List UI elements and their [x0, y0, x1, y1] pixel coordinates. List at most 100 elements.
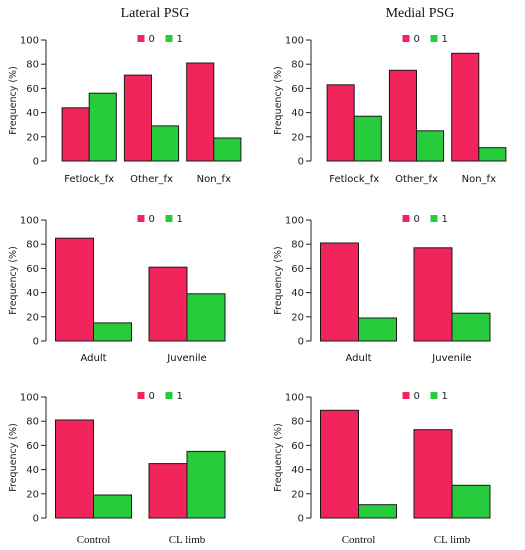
bar-other-fx-series-0 [123, 74, 153, 162]
y-tick-label: 20 [26, 489, 39, 500]
y-tick-label: 0 [33, 337, 39, 348]
y-tick-label: 100 [285, 393, 304, 404]
category-label: Adult [80, 353, 106, 364]
legend-swatch-series-0 [137, 35, 145, 42]
bar-fetlock-fx-series-0 [61, 107, 90, 162]
y-tick-label: 80 [26, 417, 39, 428]
legend-swatch-series-1 [165, 215, 173, 222]
y-tick-label: 0 [298, 514, 304, 525]
category-label: Non_fx [197, 174, 231, 185]
y-tick-label: 60 [291, 441, 304, 452]
y-tick-label: 80 [291, 60, 304, 71]
bar-adult-series-0 [55, 237, 94, 342]
category-label: Fetlock_fx [329, 174, 379, 185]
y-tick-label: 20 [291, 132, 304, 143]
legend-label-series-1: 1 [177, 34, 183, 45]
panel-lateral-age: 0 20 40 60 80 100 Frequency (%) Adult Juvenile 0 1 [8, 214, 226, 364]
bar-fetlock-fx-series-1 [88, 92, 117, 162]
legend-label-series-0: 0 [414, 34, 420, 45]
legend-label-series-0: 0 [149, 214, 155, 225]
bar-juvenile-series-1 [451, 312, 491, 342]
panel-medial-fracture: 0 20 40 60 80 100 Frequency (%) Fetlock_fx Other… [273, 34, 507, 185]
category-label: Juvenile [166, 353, 206, 364]
bar-control-series-1 [93, 494, 132, 519]
y-tick-label: 0 [33, 514, 39, 525]
category-label: CL limb [169, 534, 206, 546]
legend-swatch-series-0 [137, 392, 145, 399]
bar-juvenile-series-0 [413, 247, 453, 342]
bar-juvenile-series-0 [148, 266, 188, 342]
bar-cl-limb-series-0 [148, 463, 188, 519]
bar-cl-limb-series-1 [186, 450, 226, 519]
legend-swatch-series-0 [402, 215, 410, 222]
bar-adult-series-0 [320, 242, 359, 342]
y-tick-label: 20 [291, 489, 304, 500]
bar-control-series-0 [320, 409, 359, 519]
y-tick-label: 100 [20, 36, 39, 47]
y-tick-label: 0 [298, 337, 304, 348]
y-tick-label: 60 [26, 84, 39, 95]
category-label: CL limb [434, 534, 471, 546]
category-label: Fetlock_fx [64, 174, 114, 185]
y-tick-label: 20 [26, 132, 39, 143]
bar-other-fx-series-0 [388, 69, 417, 162]
y-tick-label: 80 [291, 417, 304, 428]
bar-control-series-0 [55, 419, 94, 519]
bar-cl-limb-series-0 [413, 429, 453, 519]
bar-other-fx-series-1 [416, 130, 445, 162]
legend-swatch-series-1 [165, 35, 173, 42]
bar-other-fx-series-1 [151, 125, 180, 162]
legend-label-series-0: 0 [149, 391, 155, 402]
panel-medial-limb: 0 20 40 60 80 100 Frequency (%) Control CL limb 0… [273, 391, 491, 546]
bar-cl-limb-series-1 [451, 484, 491, 519]
category-label: Juvenile [431, 353, 471, 364]
y-tick-label: 100 [285, 216, 304, 227]
y-tick-label: 100 [20, 216, 39, 227]
y-tick-label: 40 [291, 108, 304, 119]
bar-non-fx-series-0 [186, 62, 215, 162]
y-tick-label: 60 [26, 441, 39, 452]
category-label: Other_fx [395, 174, 438, 185]
legend-swatch-series-1 [430, 35, 438, 42]
legend-label-series-1: 1 [177, 214, 183, 225]
y-axis-label: Frequency (%) [8, 246, 19, 315]
y-tick-label: 20 [26, 312, 39, 323]
category-label: Control [77, 534, 111, 546]
y-tick-label: 40 [26, 465, 39, 476]
y-tick-label: 0 [298, 157, 304, 168]
y-axis-label: Frequency (%) [8, 66, 19, 135]
bar-non-fx-series-0 [451, 52, 480, 162]
category-label: Non_fx [462, 174, 496, 185]
legend-swatch-series-0 [402, 35, 410, 42]
legend-swatch-series-1 [165, 392, 173, 399]
y-tick-label: 60 [26, 264, 39, 275]
bar-fetlock-fx-series-1 [353, 115, 382, 162]
panel-medial-age: 0 20 40 60 80 100 Frequency (%) Adult Juvenile 0 1 [273, 214, 491, 364]
bar-adult-series-1 [358, 317, 397, 342]
category-label: Other_fx [130, 174, 173, 185]
legend-label-series-0: 0 [414, 391, 420, 402]
bar-adult-series-1 [93, 322, 132, 342]
bar-non-fx-series-1 [213, 137, 242, 162]
panel-lateral-fracture: 0 20 40 60 80 100 Frequency (%) Fetlock_fx Other… [8, 34, 242, 185]
legend-swatch-series-0 [137, 215, 145, 222]
legend-label-series-1: 1 [177, 391, 183, 402]
legend-swatch-series-1 [430, 392, 438, 399]
y-tick-label: 100 [285, 36, 304, 47]
panel-lateral-limb: 0 20 40 60 80 100 Frequency (%) Control CL limb 0… [8, 391, 226, 546]
y-axis-label: Frequency (%) [8, 423, 19, 492]
y-tick-label: 20 [291, 312, 304, 323]
bar-non-fx-series-1 [478, 147, 507, 162]
category-label: Adult [345, 353, 371, 364]
legend-label-series-1: 1 [442, 391, 448, 402]
legend-label-series-0: 0 [414, 214, 420, 225]
y-axis-label: Frequency (%) [273, 423, 284, 492]
y-tick-label: 0 [33, 157, 39, 168]
column-title-medial: Medial PSG [386, 6, 455, 21]
bar-fetlock-fx-series-0 [326, 84, 355, 162]
y-tick-label: 40 [291, 465, 304, 476]
bar-control-series-1 [358, 504, 397, 519]
y-tick-label: 60 [291, 84, 304, 95]
y-tick-label: 100 [20, 393, 39, 404]
